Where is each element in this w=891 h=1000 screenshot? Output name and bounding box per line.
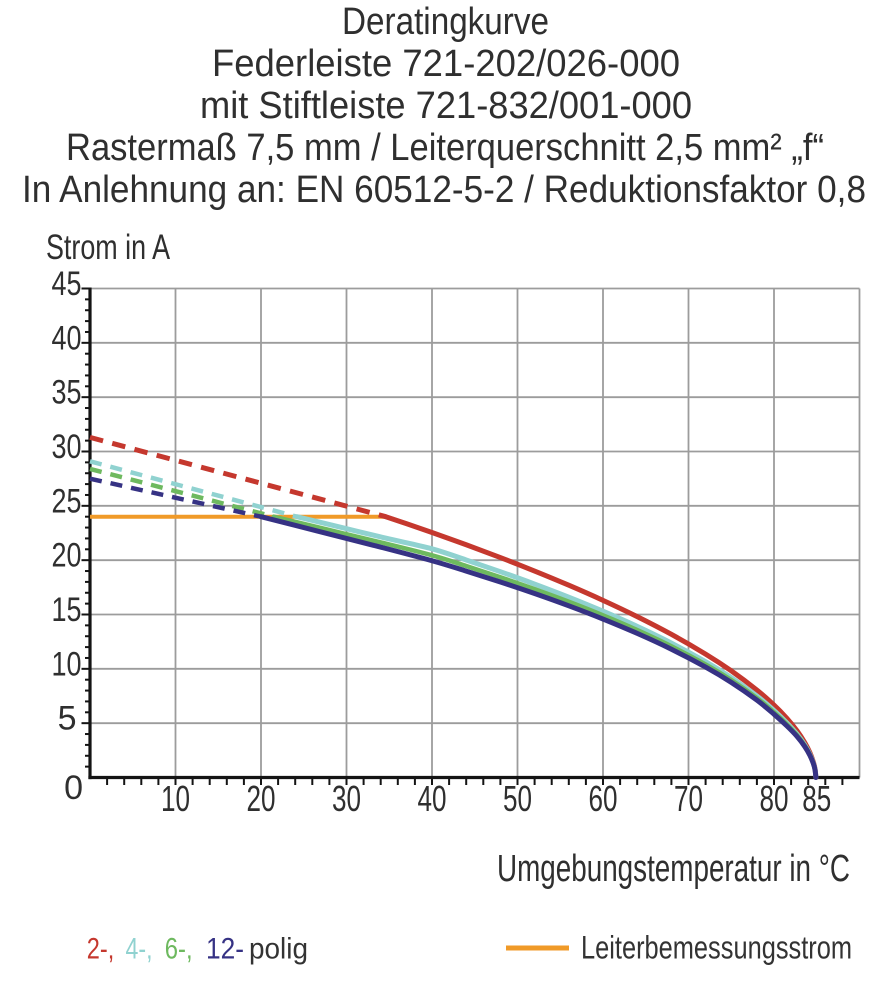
svg-text:mit Stiftleiste 721-832/001-00: mit Stiftleiste 721-832/001-000 — [200, 85, 692, 127]
svg-text:6-,: 6-, — [165, 933, 193, 966]
svg-text:15: 15 — [52, 591, 82, 629]
svg-text:30: 30 — [332, 778, 361, 819]
svg-text:50: 50 — [503, 778, 532, 819]
svg-text:In Anlehnung an: EN 60512-5-2: In Anlehnung an: EN 60512-5-2 / Reduktio… — [22, 169, 866, 211]
svg-text:30: 30 — [52, 428, 82, 466]
svg-text:10: 10 — [161, 778, 190, 819]
svg-text:Rastermaß 7,5 mm / Leiterquers: Rastermaß 7,5 mm / Leiterquerschnitt 2,5… — [66, 127, 824, 169]
svg-text:40: 40 — [418, 778, 447, 819]
svg-text:Leiterbemessungsstrom: Leiterbemessungsstrom — [581, 930, 852, 966]
svg-text:35: 35 — [52, 374, 82, 412]
svg-text:5: 5 — [58, 700, 77, 738]
svg-text:polig: polig — [249, 933, 308, 966]
svg-text:25: 25 — [52, 482, 82, 520]
svg-text:80: 80 — [760, 778, 789, 819]
svg-text:Deratingkurve: Deratingkurve — [342, 1, 549, 43]
svg-text:Federleiste 721-202/026-000: Federleiste 721-202/026-000 — [212, 43, 680, 85]
svg-text:85: 85 — [802, 778, 831, 819]
svg-text:4-,: 4-, — [126, 933, 153, 966]
svg-text:20: 20 — [247, 778, 276, 819]
svg-text:Umgebungstemperatur in °C: Umgebungstemperatur in °C — [497, 848, 850, 890]
svg-text:60: 60 — [589, 778, 618, 819]
svg-text:Strom in A: Strom in A — [46, 228, 170, 267]
svg-text:70: 70 — [674, 778, 703, 819]
svg-text:10: 10 — [52, 645, 82, 683]
svg-text:40: 40 — [52, 319, 82, 357]
svg-text:12-: 12- — [206, 933, 244, 966]
svg-text:20: 20 — [52, 537, 82, 575]
svg-text:45: 45 — [52, 265, 82, 303]
svg-text:0: 0 — [64, 769, 83, 807]
svg-text:2-,: 2-, — [87, 933, 115, 966]
